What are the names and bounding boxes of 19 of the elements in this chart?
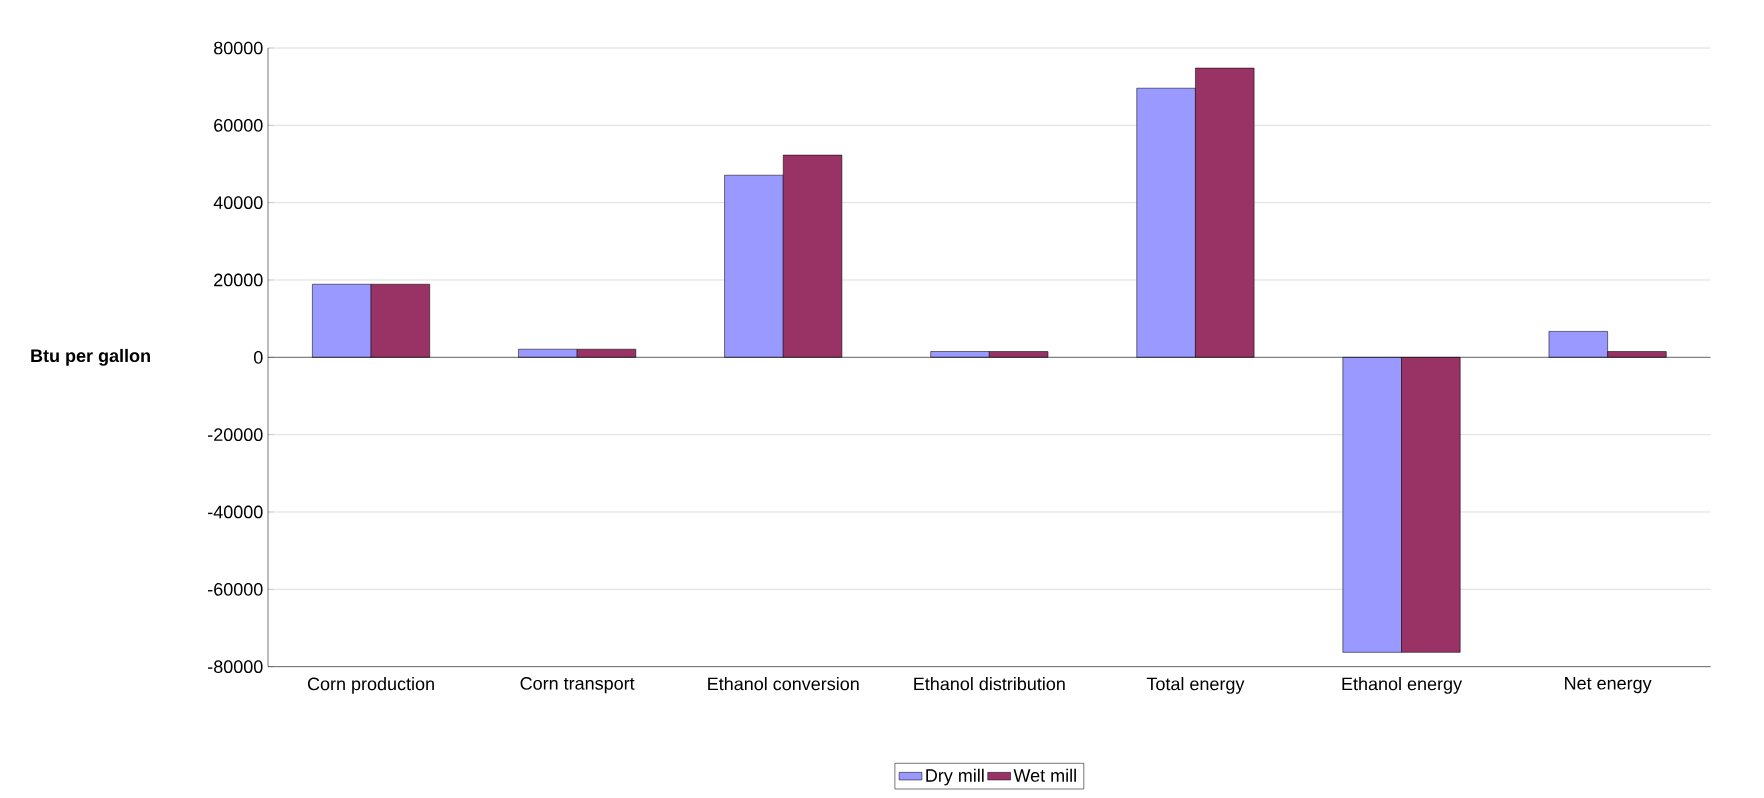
x-tick-label: Corn production: [307, 677, 434, 694]
x-tick-label: Ethanol energy: [1342, 677, 1463, 694]
y-axis-title: Btu per gallon: [31, 348, 150, 366]
y-tick-label: -20000: [208, 428, 263, 442]
y-tick-label: -60000: [208, 582, 263, 596]
y-tick-label: -40000: [208, 505, 263, 519]
x-tick-label: Ethanol distribution: [914, 677, 1065, 691]
x-tick-label: Ethanol conversion: [708, 677, 859, 691]
y-tick-label: 80000: [214, 41, 263, 55]
y-tick-label: 20000: [214, 273, 263, 287]
x-tick-label: Net energy: [1565, 677, 1652, 694]
legend-label: Dry mill: [926, 768, 984, 786]
y-tick-label: -80000: [208, 660, 263, 674]
y-tick-label: 40000: [213, 196, 263, 210]
x-tick-label: Total energy: [1146, 677, 1245, 694]
y-tick-label: 60000: [214, 118, 263, 132]
legend-label: Wet mill: [1013, 768, 1076, 782]
x-tick-label: Corn transport: [520, 677, 635, 694]
y-tick-label: 0: [254, 350, 263, 364]
